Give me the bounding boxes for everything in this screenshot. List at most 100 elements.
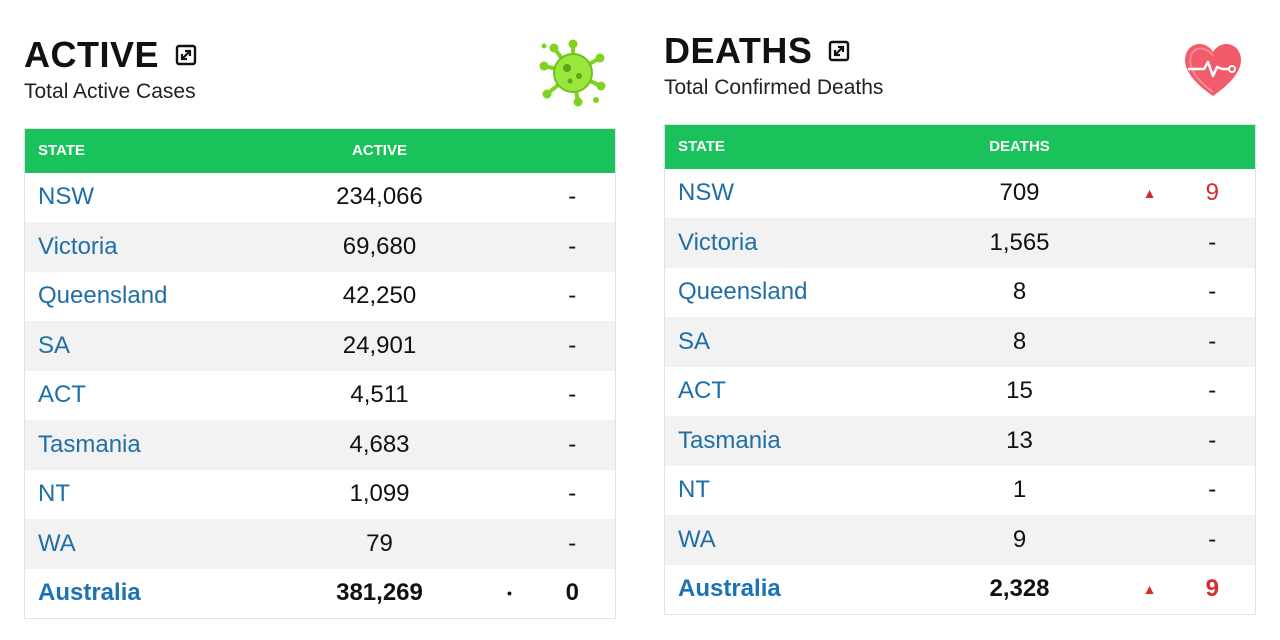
active-value: 4,683 bbox=[349, 430, 410, 458]
table-row: Victoria 69,680 - bbox=[24, 222, 616, 272]
virus-icon bbox=[538, 38, 608, 108]
table-row: SA 24,901 - bbox=[24, 321, 616, 371]
deaths-value: 8 bbox=[1012, 278, 1027, 306]
table-row: NSW 709 ▲ 9 bbox=[665, 169, 1256, 219]
deaths-table: STATE DEATHS NSW 709 ▲ 9 Victoria 1,565 … bbox=[664, 124, 1256, 615]
trend-indicator bbox=[1130, 218, 1170, 268]
deaths-title: DEATHS bbox=[664, 30, 813, 71]
active-table: STATE ACTIVE NSW 234,066 - Victoria 69,6… bbox=[24, 128, 616, 619]
deaths-value: 8 bbox=[1012, 327, 1027, 355]
table-row: Queensland 42,250 - bbox=[25, 272, 616, 322]
state-name[interactable]: Victoria bbox=[678, 228, 758, 256]
active-value: 24,901 bbox=[342, 331, 417, 359]
change-value: - bbox=[568, 381, 577, 409]
bullet-indicator: • bbox=[507, 585, 512, 601]
table-header-row: STATE ACTIVE bbox=[24, 128, 616, 173]
up-arrow-icon: ▲ bbox=[1142, 581, 1157, 597]
table-row: SA 8 - bbox=[664, 317, 1256, 367]
change-value: - bbox=[568, 282, 577, 310]
change-value: - bbox=[1208, 476, 1217, 504]
trend-indicator bbox=[490, 371, 530, 421]
deaths-value: 9 bbox=[1012, 525, 1027, 553]
state-name[interactable]: NSW bbox=[678, 179, 734, 207]
state-name[interactable]: Queensland bbox=[38, 282, 168, 310]
state-name[interactable]: NT bbox=[678, 476, 710, 504]
deaths-panel-header: DEATHS Total Confirmed Deaths bbox=[664, 26, 1256, 124]
trend-indicator bbox=[1130, 268, 1170, 318]
change-value: - bbox=[568, 331, 577, 359]
trend-indicator bbox=[1130, 317, 1170, 367]
state-name[interactable]: Tasmania bbox=[38, 430, 141, 458]
trend-indicator bbox=[490, 519, 530, 569]
total-active-value: 381,269 bbox=[336, 579, 423, 606]
change-value: - bbox=[568, 183, 577, 211]
change-value: - bbox=[568, 232, 577, 260]
active-value: 42,250 bbox=[342, 282, 417, 310]
state-name[interactable]: Tasmania bbox=[678, 426, 781, 454]
change-value: - bbox=[568, 529, 577, 557]
table-row: Queensland 8 - bbox=[665, 268, 1256, 318]
trend-indicator bbox=[490, 272, 530, 322]
trend-indicator bbox=[490, 173, 530, 223]
heart-pulse-icon bbox=[1178, 34, 1248, 104]
trend-indicator bbox=[490, 470, 530, 520]
state-name[interactable]: NSW bbox=[38, 183, 94, 211]
table-row: WA 9 - bbox=[664, 515, 1256, 565]
expand-icon[interactable] bbox=[175, 44, 197, 66]
trend-indicator bbox=[1130, 466, 1170, 516]
trend-indicator bbox=[490, 321, 530, 371]
expand-icon[interactable] bbox=[828, 40, 850, 62]
total-change-value: 9 bbox=[1205, 575, 1219, 602]
deaths-subtitle: Total Confirmed Deaths bbox=[664, 76, 884, 99]
change-value: - bbox=[1208, 278, 1217, 306]
table-row: Tasmania 13 - bbox=[664, 416, 1256, 466]
state-name[interactable]: SA bbox=[38, 331, 71, 359]
total-row: Australia 2,328 ▲ 9 bbox=[665, 565, 1256, 615]
state-name[interactable]: ACT bbox=[678, 377, 726, 405]
header-active[interactable]: ACTIVE bbox=[351, 142, 407, 160]
table-row: ACT 15 - bbox=[665, 367, 1256, 417]
change-value: - bbox=[1208, 228, 1217, 256]
change-value: - bbox=[1208, 525, 1217, 553]
table-row: Victoria 1,565 - bbox=[664, 218, 1256, 268]
active-subtitle: Total Active Cases bbox=[24, 80, 196, 103]
state-name[interactable]: NT bbox=[38, 480, 70, 508]
table-row: NSW 234,066 - bbox=[25, 173, 616, 223]
state-name[interactable]: Victoria bbox=[38, 232, 118, 260]
state-name[interactable]: WA bbox=[678, 525, 716, 553]
total-deaths-value: 2,328 bbox=[989, 575, 1050, 602]
change-value: 9 bbox=[1205, 179, 1219, 207]
deaths-value: 709 bbox=[999, 179, 1040, 207]
deaths-value: 1,565 bbox=[989, 228, 1050, 256]
table-row: NT 1 - bbox=[665, 466, 1256, 516]
table-row: NT 1,099 - bbox=[25, 470, 616, 520]
header-state[interactable]: STATE bbox=[678, 138, 725, 156]
active-value: 1,099 bbox=[349, 480, 410, 508]
active-value: 4,511 bbox=[350, 381, 409, 409]
total-state-name[interactable]: Australia bbox=[678, 575, 781, 602]
change-value: - bbox=[1208, 377, 1217, 405]
table-row: ACT 4,511 - bbox=[25, 371, 616, 421]
deaths-value: 1 bbox=[1012, 476, 1027, 504]
trend-indicator bbox=[1130, 416, 1170, 466]
table-row: WA 79 - bbox=[24, 519, 616, 569]
active-panel-header: ACTIVE Total Active Cases bbox=[24, 30, 616, 128]
deaths-panel: DEATHS Total Confirmed Deaths bbox=[664, 26, 1256, 615]
deaths-value: 15 bbox=[1006, 377, 1033, 405]
header-deaths[interactable]: DEATHS bbox=[989, 138, 1050, 156]
deaths-value: 13 bbox=[1006, 426, 1033, 454]
change-value: - bbox=[1208, 426, 1217, 454]
change-value: - bbox=[568, 480, 577, 508]
total-state-name[interactable]: Australia bbox=[38, 579, 141, 606]
state-name[interactable]: SA bbox=[678, 327, 711, 355]
total-change-value: 0 bbox=[565, 579, 579, 606]
state-name[interactable]: Queensland bbox=[678, 278, 808, 306]
state-name[interactable]: WA bbox=[38, 529, 76, 557]
active-value: 69,680 bbox=[342, 232, 417, 260]
state-name[interactable]: ACT bbox=[38, 381, 86, 409]
trend-indicator bbox=[1130, 367, 1170, 417]
active-value: 79 bbox=[366, 529, 393, 557]
header-state[interactable]: STATE bbox=[38, 142, 85, 160]
active-title: ACTIVE bbox=[24, 34, 160, 75]
table-row: Tasmania 4,683 - bbox=[24, 420, 616, 470]
